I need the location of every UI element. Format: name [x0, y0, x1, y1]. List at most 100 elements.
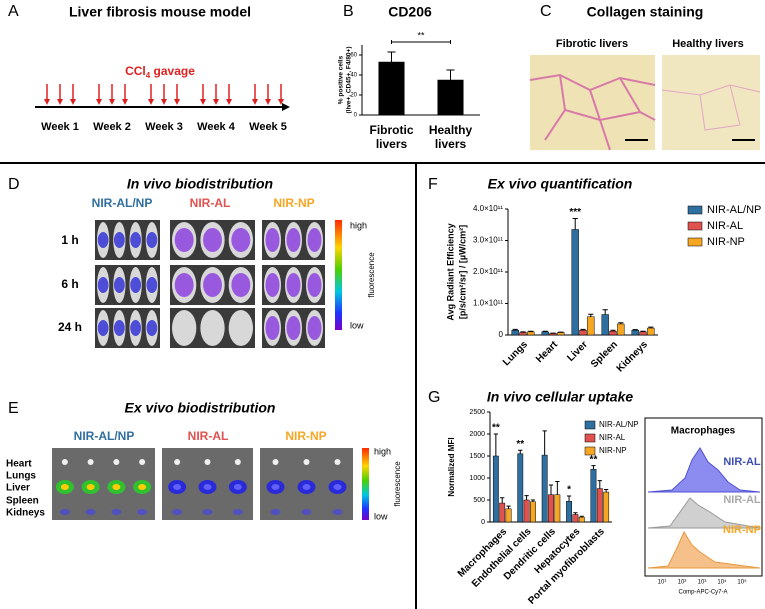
colorbar [335, 220, 342, 330]
y-tick-label: 1.0×10¹¹ [473, 299, 503, 308]
time-label: 1 h [61, 233, 78, 247]
bar [579, 330, 587, 336]
legend-swatch [584, 433, 596, 443]
error-bar [542, 330, 548, 332]
signal [286, 228, 301, 252]
bar [578, 516, 585, 523]
bar [437, 79, 464, 116]
signal [307, 316, 322, 340]
legend-label: NIR-AL/NP [707, 204, 761, 216]
bar [617, 323, 625, 336]
panel-label: B [343, 3, 354, 20]
significance: ** [516, 439, 524, 450]
organ-signal [333, 484, 342, 490]
y-axis-label: % positive cells [338, 55, 345, 104]
error-bar [518, 449, 523, 454]
x-tick-label: Heart [534, 339, 560, 365]
significance: ** [417, 30, 425, 40]
organ [232, 509, 243, 515]
y-tick-label: 20 [350, 93, 357, 99]
organ-signal [60, 484, 69, 490]
colorbar-low: low [374, 511, 388, 521]
organ-signal [271, 484, 280, 490]
collagen-fibers [529, 73, 656, 151]
bar [530, 501, 536, 523]
significance: ** [590, 454, 598, 465]
error-bar [610, 329, 616, 332]
legend-label: NIR-NP [599, 446, 627, 455]
organ [59, 509, 70, 515]
organ-label: Spleen [6, 496, 39, 507]
legend-label: NIR-AL [707, 220, 743, 232]
panel-title: Ex vivo biodistribution [125, 400, 276, 416]
panel-label: G [428, 389, 440, 406]
organ-signal [86, 484, 95, 490]
bar [587, 316, 595, 336]
significance: *** [569, 207, 581, 218]
panel-title: In vivo biodistribution [127, 176, 273, 192]
error-bar [387, 51, 396, 62]
error-bar [520, 331, 526, 333]
error-bar [500, 497, 505, 504]
organ [301, 509, 312, 515]
legend-label: NIR-AL [599, 433, 626, 442]
significance-bracket [391, 40, 451, 44]
organ-signal [233, 484, 242, 490]
panel-label: F [428, 176, 438, 193]
error-bar [572, 217, 578, 230]
organ [204, 459, 211, 465]
bar [523, 499, 530, 523]
gavage-text: CCl [125, 64, 146, 78]
organ [61, 459, 68, 465]
organ-label: Kidneys [6, 508, 45, 519]
gavage-arrowhead [57, 99, 63, 105]
signal [286, 316, 301, 340]
bar [596, 488, 603, 523]
gavage-arrowhead [122, 99, 128, 105]
gavage-arrowhead [252, 99, 258, 105]
error-bar [602, 309, 608, 315]
signal [97, 320, 109, 336]
legend-label: NIR-NP [707, 236, 745, 248]
organ-label: Heart [6, 459, 32, 470]
panel-label: D [8, 176, 20, 193]
bar [511, 330, 519, 336]
organ-signal [302, 484, 311, 490]
chart-title: CD206 [388, 4, 432, 20]
gavage-arrowhead [161, 99, 167, 105]
histogram-curve [647, 530, 761, 569]
bar [549, 333, 557, 336]
gavage-arrowhead [278, 99, 284, 105]
x-tick-label: Kidneys [615, 339, 651, 375]
histogram-tick: 10¹ [658, 580, 667, 586]
mouse [200, 310, 225, 346]
signal [265, 273, 280, 297]
organ [202, 509, 213, 515]
time-label: 6 h [61, 277, 78, 291]
error-bar [542, 430, 547, 456]
y-axis-label: Avg Radiant Efficiency [445, 223, 455, 320]
legend-swatch [687, 237, 703, 247]
organ-signal [203, 484, 212, 490]
time-label: 24 h [58, 320, 82, 334]
group-label: NIR-AL [188, 429, 229, 443]
group-label: NIR-NP [285, 429, 326, 443]
histogram-tick: 10³ [698, 580, 707, 586]
bar [603, 491, 610, 523]
y-tick-label: 500 [473, 497, 485, 504]
y-axis-label: Normalized MFI [447, 437, 456, 496]
colorbar-title: fluorescence [393, 461, 402, 507]
colorbar-title: fluorescence [367, 252, 376, 298]
significance: * [567, 485, 571, 496]
bar [571, 229, 579, 336]
organ [174, 459, 181, 465]
bar [378, 61, 405, 116]
x-tick-label: Lungs [501, 339, 530, 368]
signal [231, 273, 251, 297]
bar [566, 501, 572, 523]
signal [146, 320, 158, 336]
organ [272, 459, 279, 465]
legend-swatch [584, 446, 596, 456]
group-label: NIR-AL/NP [92, 196, 153, 210]
